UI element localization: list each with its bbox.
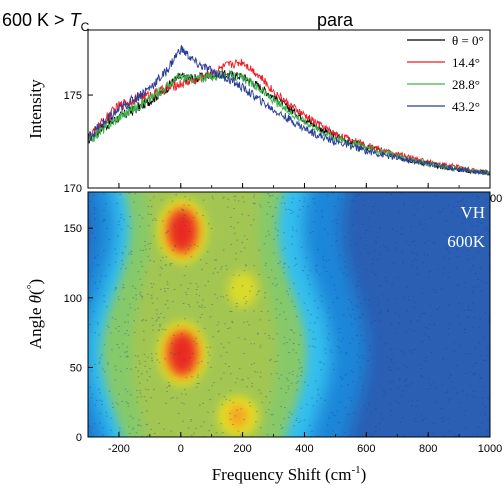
heatmap-image bbox=[88, 192, 490, 437]
temperature-label: 600 K > TC bbox=[2, 10, 90, 34]
hotspot-core bbox=[168, 209, 197, 252]
spectrum-frame bbox=[87, 29, 491, 189]
heatmap-hotspot-1 bbox=[158, 321, 207, 386]
heatmap-hotspot-2 bbox=[217, 396, 258, 437]
legend-label-1: 14.4° bbox=[452, 55, 480, 70]
heatmap-x-tick-label: 400 bbox=[295, 443, 313, 455]
x-axis-unit-exponent: -1 bbox=[351, 464, 360, 476]
hotspot-outer bbox=[227, 271, 258, 308]
legend-label-2: 28.8° bbox=[452, 77, 480, 92]
spectrum-y-axis-label: Intensity bbox=[26, 79, 45, 139]
heatmap-x-axis-label: Frequency Shift (cm-1) bbox=[212, 464, 367, 484]
tc-symbol: T bbox=[70, 10, 83, 30]
phase-label: para bbox=[317, 10, 354, 30]
heatmap-hotspot-3 bbox=[227, 271, 258, 308]
legend-label-3: 43.2° bbox=[452, 99, 480, 114]
heatmap-mode-annotation: VH bbox=[460, 203, 485, 222]
heatmap-y-tick-label: 50 bbox=[70, 362, 82, 374]
heatmap-x-tick-label: 0 bbox=[178, 443, 184, 455]
spectrum-series-1 bbox=[87, 58, 491, 175]
spectrum-y-tick-label: 170 bbox=[64, 183, 82, 195]
heatmap-x-tick-label: -200 bbox=[108, 443, 130, 455]
hotspot-core bbox=[227, 404, 248, 429]
heatmap-y-tick-label: 150 bbox=[64, 223, 82, 235]
heatmap-x-tick-label: 800 bbox=[419, 443, 437, 455]
spectrum-series-0 bbox=[87, 69, 491, 176]
heatmap-temp-annotation: 600K bbox=[447, 232, 486, 251]
heatmap-x-tick-label: 600 bbox=[357, 443, 375, 455]
spectrum-lines bbox=[87, 45, 491, 176]
spectrum-y-tick-label: 175 bbox=[64, 90, 82, 102]
spectrum-legend: θ = 0° 14.4° 28.8° 43.2° bbox=[407, 33, 484, 114]
spectrum-y-ticks: 170 175 bbox=[64, 90, 93, 195]
hotspot-core bbox=[168, 332, 197, 375]
legend-label-0: θ = 0° bbox=[452, 33, 484, 48]
spectrum-series-2 bbox=[87, 70, 491, 176]
heatmap-x-ticks: -200 0 200 400 600 800 1000 bbox=[87, 432, 502, 455]
heatmap-y-tick-label: 100 bbox=[64, 293, 82, 305]
spectrum-series-3 bbox=[87, 45, 491, 176]
heatmap-y-ticks: 0 50 100 150 bbox=[64, 223, 93, 444]
heatmap-y-axis-label: Angle θ(°) bbox=[24, 279, 45, 349]
heatmap-x-tick-label: 200 bbox=[233, 443, 251, 455]
heatmap-frame bbox=[87, 191, 491, 438]
heatmap-x-tick-label: 1000 bbox=[478, 443, 502, 455]
heatmap-hotspot-0 bbox=[158, 198, 207, 263]
heatmap-y-tick-label: 0 bbox=[76, 432, 82, 444]
tc-subscript: C bbox=[81, 20, 90, 34]
